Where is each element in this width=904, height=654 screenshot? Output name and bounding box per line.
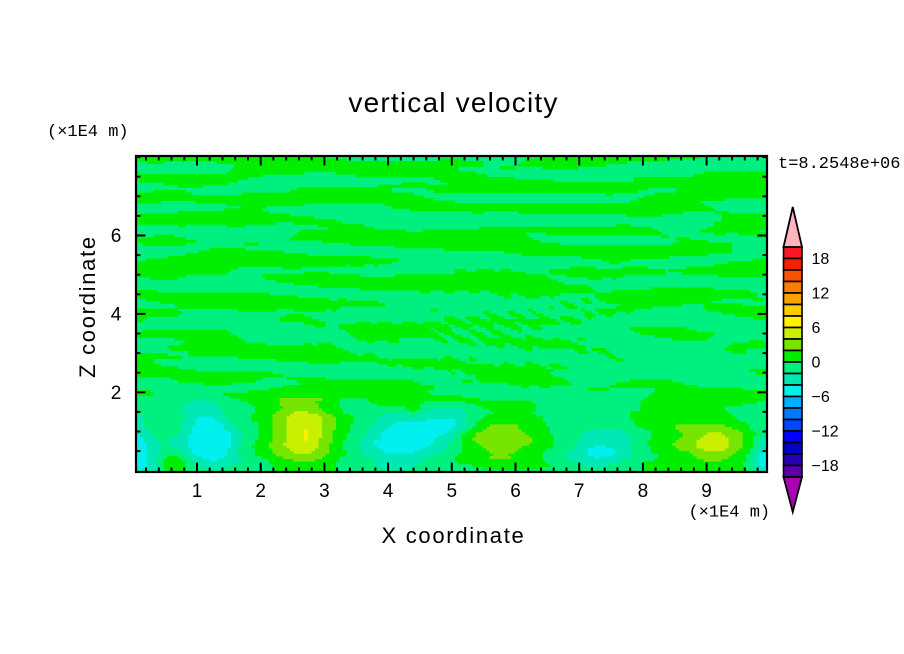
svg-text:Z coordinate: Z coordinate bbox=[75, 235, 100, 378]
svg-text:6: 6 bbox=[812, 320, 821, 337]
svg-text:4: 4 bbox=[383, 481, 394, 502]
svg-text:8: 8 bbox=[638, 481, 649, 502]
svg-text:−18: −18 bbox=[812, 458, 839, 475]
svg-text:(×1E4 m): (×1E4 m) bbox=[47, 123, 129, 142]
svg-text:vertical velocity: vertical velocity bbox=[348, 87, 558, 118]
svg-text:(×1E4 m): (×1E4 m) bbox=[689, 504, 771, 523]
svg-text:4: 4 bbox=[111, 304, 122, 325]
svg-text:−6: −6 bbox=[812, 389, 830, 406]
svg-text:5: 5 bbox=[447, 481, 458, 502]
svg-text:2: 2 bbox=[255, 481, 266, 502]
svg-text:6: 6 bbox=[111, 226, 122, 247]
svg-text:12: 12 bbox=[812, 286, 830, 303]
svg-text:X coordinate: X coordinate bbox=[382, 523, 526, 548]
svg-text:t=8.2548e+06: t=8.2548e+06 bbox=[778, 155, 900, 174]
svg-text:2: 2 bbox=[111, 383, 122, 404]
svg-text:−12: −12 bbox=[812, 424, 839, 441]
svg-text:18: 18 bbox=[812, 251, 830, 268]
svg-text:9: 9 bbox=[701, 481, 712, 502]
svg-text:7: 7 bbox=[574, 481, 585, 502]
svg-text:3: 3 bbox=[319, 481, 330, 502]
svg-text:0: 0 bbox=[812, 355, 821, 372]
svg-text:6: 6 bbox=[510, 481, 521, 502]
svg-text:1: 1 bbox=[192, 481, 203, 502]
